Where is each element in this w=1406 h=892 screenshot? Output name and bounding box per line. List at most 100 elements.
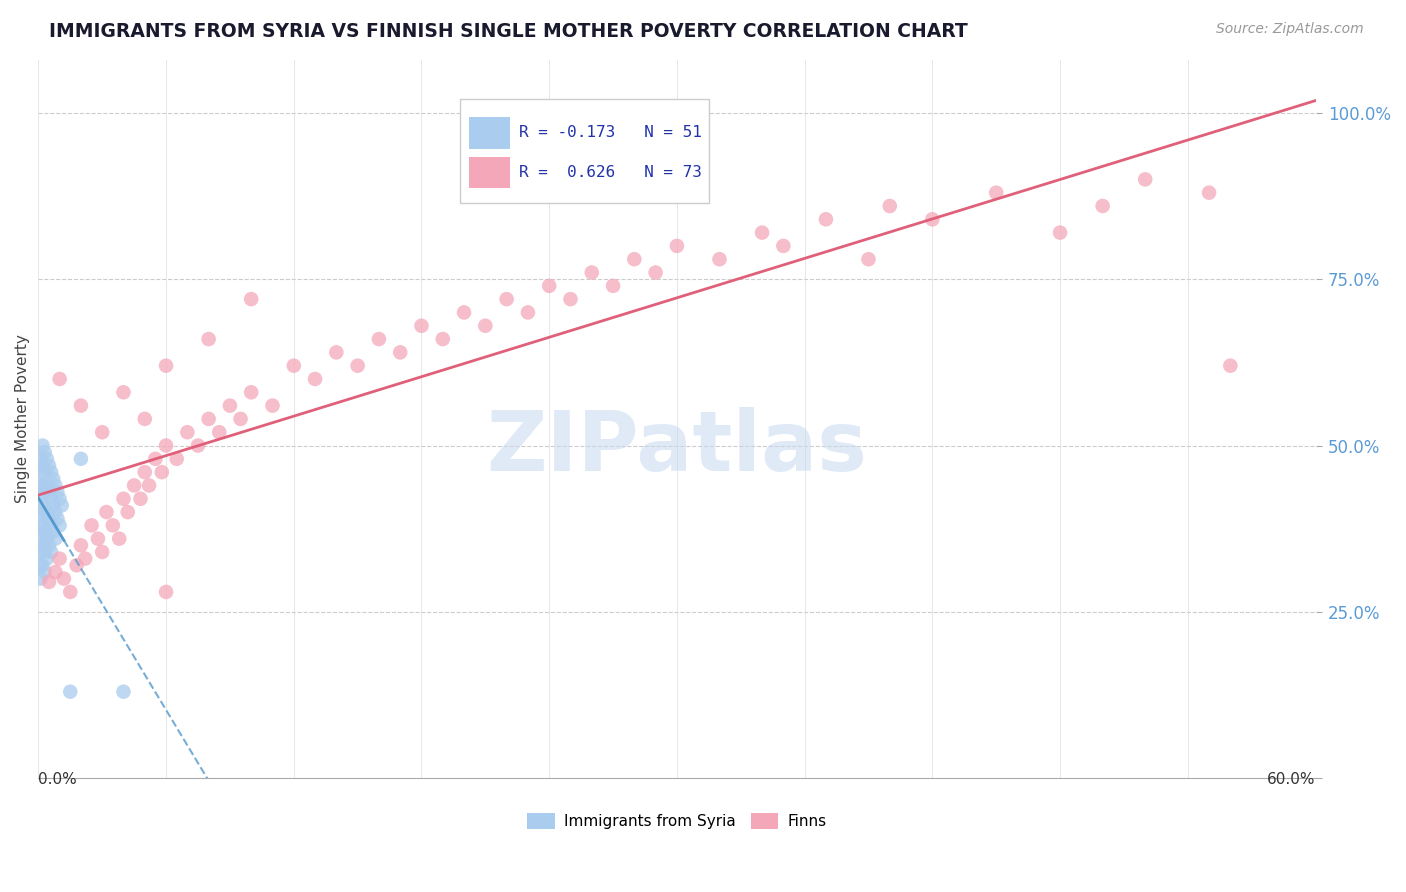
Point (34, 465, 56, 479)
Point (48, 551, 70, 566)
Point (197, 412, 219, 426)
Point (538, 278, 561, 293)
Point (145, 451, 167, 466)
Point (155, 585, 177, 599)
Point (38, 458, 60, 473)
Point (644, 266, 666, 280)
Point (101, 518, 124, 533)
Point (229, 412, 252, 426)
Point (112, 385, 135, 400)
FancyBboxPatch shape (468, 117, 509, 149)
Point (51, 499, 73, 513)
Point (1091, 199, 1114, 213)
Point (31, 558, 53, 573)
Point (155, 438, 177, 452)
Point (581, 266, 603, 280)
Point (70, 399, 93, 413)
Point (38, 538, 60, 552)
Point (35, 451, 58, 466)
Point (30, 572, 52, 586)
Point (96, 505, 118, 519)
Point (134, 412, 156, 426)
Point (1219, 359, 1241, 373)
Point (1135, 172, 1157, 186)
Point (240, 292, 263, 306)
Point (70, 538, 93, 552)
Point (986, 186, 1008, 200)
Point (44, 532, 66, 546)
Point (30, 478, 52, 492)
Point (122, 478, 145, 492)
Point (495, 292, 517, 306)
Point (30, 465, 52, 479)
Point (751, 226, 773, 240)
Text: R =  0.626   N = 73: R = 0.626 N = 73 (519, 165, 702, 180)
Point (66, 558, 89, 573)
Point (858, 252, 880, 267)
Point (197, 332, 219, 346)
Point (108, 532, 131, 546)
Point (516, 305, 538, 319)
Point (346, 359, 368, 373)
Point (474, 318, 496, 333)
Point (35, 505, 58, 519)
Point (129, 491, 152, 506)
Point (91, 425, 114, 440)
Point (44, 505, 66, 519)
Text: Source: ZipAtlas.com: Source: ZipAtlas.com (1216, 22, 1364, 37)
Y-axis label: Single Mother Poverty: Single Mother Poverty (15, 334, 30, 503)
Point (150, 465, 173, 479)
Point (432, 332, 454, 346)
Point (623, 252, 645, 267)
Point (48, 518, 70, 533)
Point (31, 499, 53, 513)
Point (453, 305, 475, 319)
Point (30, 545, 52, 559)
Point (112, 684, 135, 698)
Point (30, 518, 52, 533)
Point (176, 425, 198, 440)
Point (560, 292, 582, 306)
Point (34, 485, 56, 500)
Point (44, 478, 66, 492)
Point (35, 551, 58, 566)
Legend: Immigrants from Syria, Finns: Immigrants from Syria, Finns (522, 807, 832, 835)
Point (39, 518, 62, 533)
Point (38, 512, 60, 526)
Point (879, 199, 901, 213)
Point (48, 491, 70, 506)
Point (262, 399, 284, 413)
FancyBboxPatch shape (468, 157, 509, 188)
Point (112, 491, 135, 506)
Point (34, 445, 56, 459)
Point (240, 385, 263, 400)
Point (814, 212, 837, 227)
Point (208, 425, 231, 440)
Point (70, 451, 93, 466)
Text: 0.0%: 0.0% (38, 772, 77, 787)
Point (87, 532, 110, 546)
Point (34, 524, 56, 539)
Point (30, 491, 52, 506)
Point (389, 345, 412, 359)
Point (34, 545, 56, 559)
Point (44, 565, 66, 579)
Point (772, 239, 794, 253)
Point (48, 372, 70, 386)
Point (35, 532, 58, 546)
Point (39, 545, 62, 559)
Point (1049, 226, 1071, 240)
Point (30, 532, 52, 546)
Text: 60.0%: 60.0% (1267, 772, 1316, 787)
Text: R = -0.173   N = 51: R = -0.173 N = 51 (519, 126, 702, 140)
Point (42, 524, 65, 539)
Point (709, 252, 731, 267)
Point (283, 359, 305, 373)
Point (304, 372, 326, 386)
Point (31, 438, 53, 452)
Point (75, 551, 97, 566)
Point (31, 458, 53, 473)
Point (602, 278, 624, 293)
Point (39, 491, 62, 506)
Point (59, 684, 82, 698)
